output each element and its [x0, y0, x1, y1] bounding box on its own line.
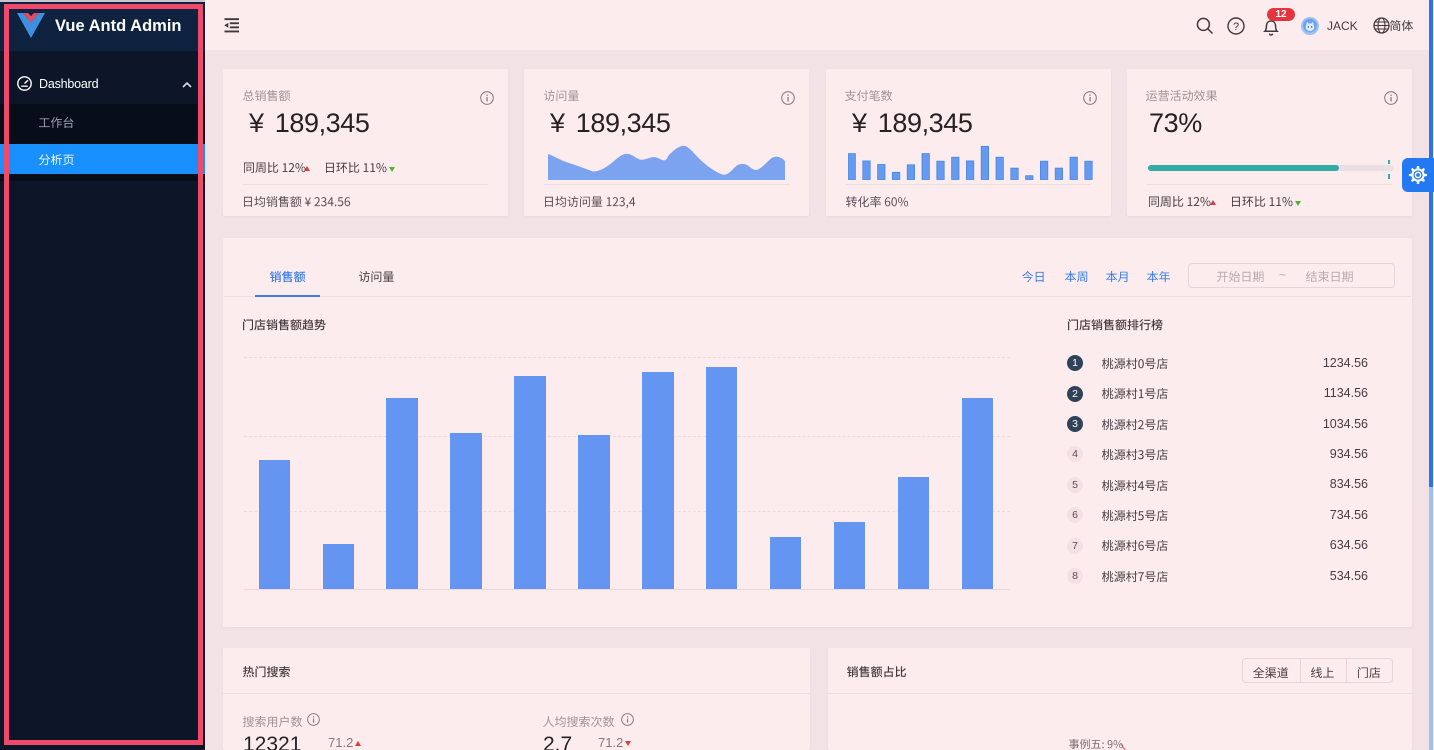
svg-text:?: ? — [1233, 21, 1239, 33]
